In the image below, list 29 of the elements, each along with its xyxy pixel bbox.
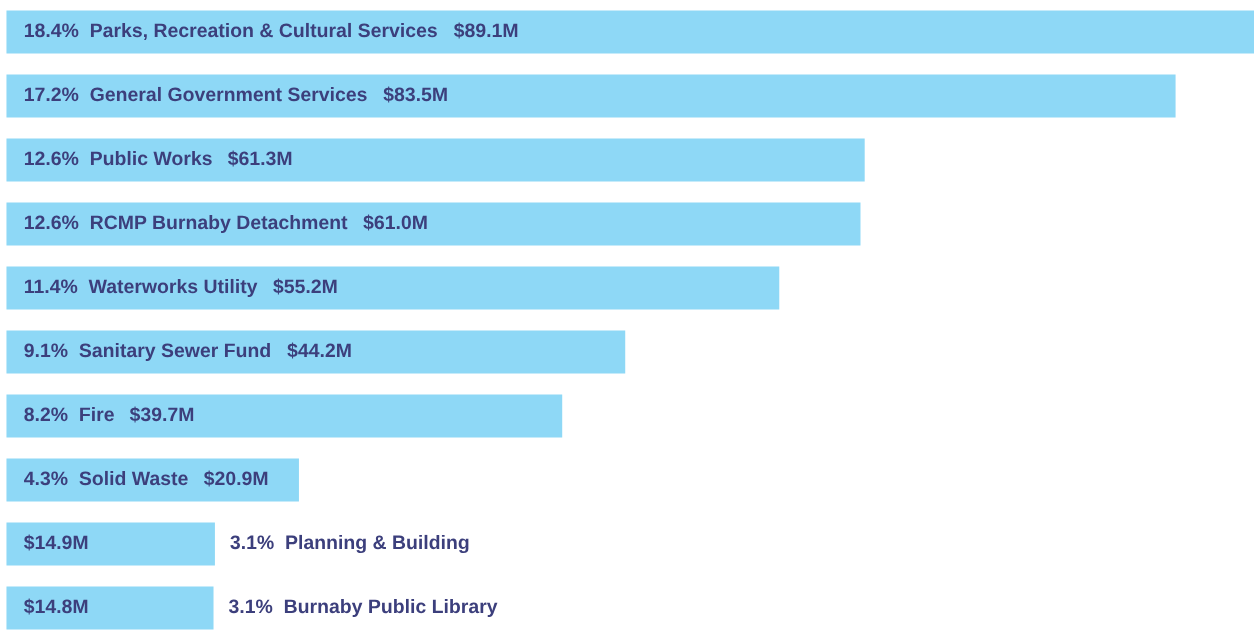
bar: [6, 394, 563, 438]
y-tick-label: 3.1% Burnaby Public Library: [228, 598, 498, 618]
data-label: $14.9M: [23, 534, 88, 551]
bar: [6, 74, 1176, 118]
data-label: $61.3M: [227, 150, 292, 167]
bar: [6, 10, 1254, 54]
data-label: $20.9M: [203, 470, 268, 487]
bar: [6, 522, 215, 566]
bar: [6, 330, 626, 374]
y-tick-label: 12.6% Public Works: [24, 150, 212, 166]
y-tick-label: 4.3% Solid Waste: [24, 470, 188, 486]
y-tick-label: 9.1% Sanitary Sewer Fund: [24, 342, 270, 362]
data-label: $44.2M: [287, 342, 351, 359]
data-label: $61.0M: [363, 214, 427, 231]
bar: [6, 266, 780, 310]
data-label: $39.7M: [129, 406, 194, 423]
data-label: $83.5M: [383, 86, 447, 103]
bar: [6, 586, 214, 630]
y-tick-label: 18.4% Parks, Recreation & Cultural Services: [24, 22, 437, 41]
data-label: $14.8M: [23, 598, 88, 615]
y-tick-label: 12.6% RCMP Burnaby Detachment: [24, 214, 348, 234]
y-tick-label: 17.2% General Government Services: [24, 86, 367, 102]
bar: [6, 138, 865, 182]
y-tick-label: 8.2% Fire: [24, 406, 114, 422]
y-tick-label: 3.1% Planning & Building: [230, 534, 469, 554]
data-label: $89.1M: [453, 22, 518, 39]
bar: [6, 202, 861, 246]
data-label: $55.2M: [273, 278, 337, 295]
y-tick-label: 11.4% Waterworks Utility: [24, 278, 258, 298]
